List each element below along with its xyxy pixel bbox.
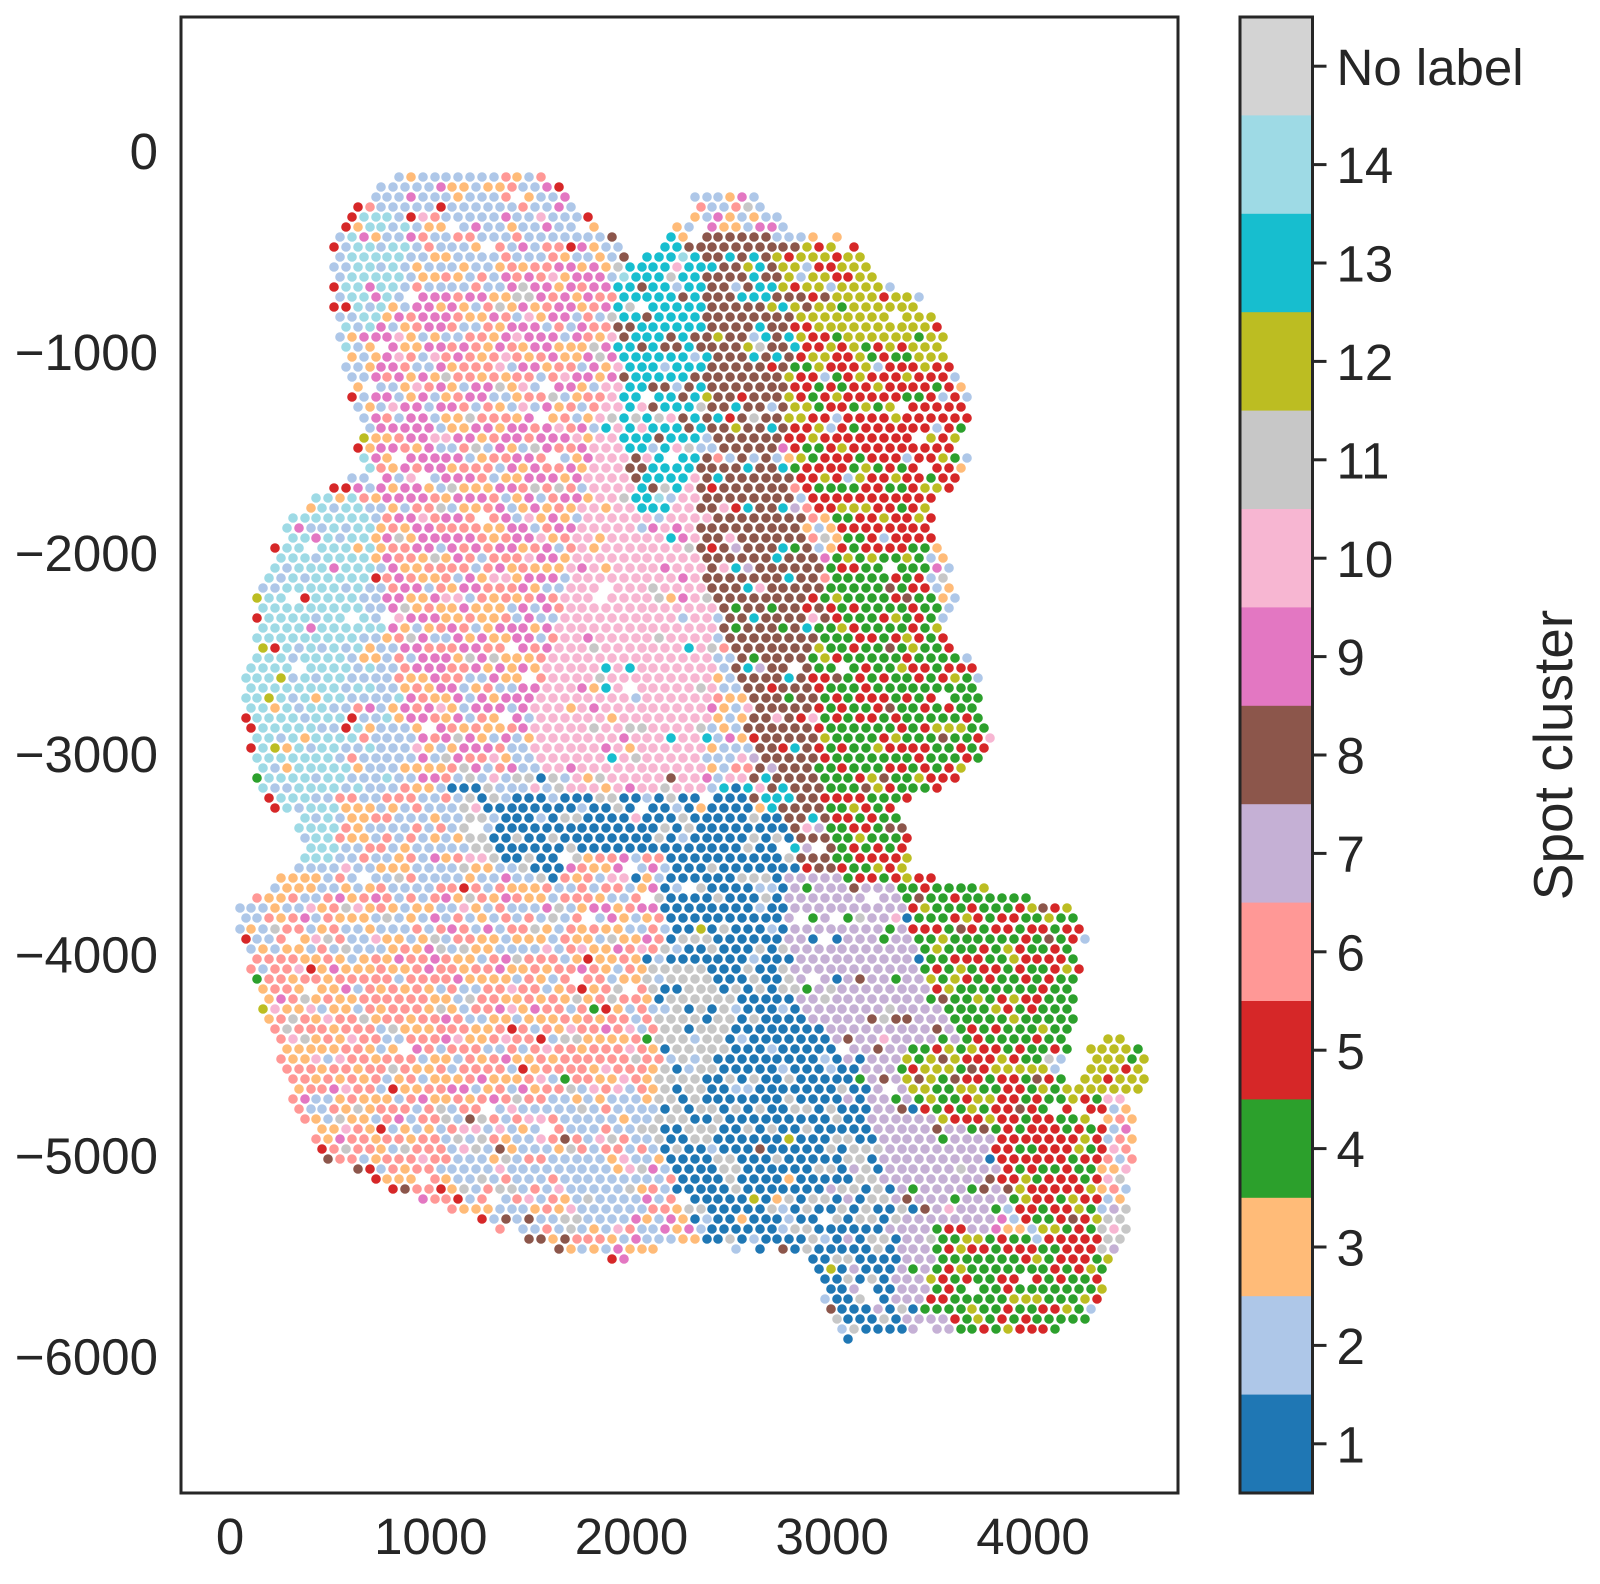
svg-text:4000: 4000 bbox=[976, 1508, 1089, 1565]
svg-text:No label: No label bbox=[1337, 39, 1524, 96]
svg-text:3: 3 bbox=[1337, 1220, 1365, 1277]
svg-text:9: 9 bbox=[1337, 629, 1365, 686]
svg-text:5: 5 bbox=[1337, 1023, 1365, 1080]
svg-text:8: 8 bbox=[1337, 728, 1365, 785]
svg-text:7: 7 bbox=[1337, 826, 1365, 883]
svg-text:1: 1 bbox=[1337, 1416, 1365, 1473]
svg-text:0: 0 bbox=[216, 1508, 244, 1565]
svg-text:4: 4 bbox=[1337, 1121, 1365, 1178]
svg-text:−5000: −5000 bbox=[15, 1128, 158, 1185]
svg-text:−1000: −1000 bbox=[15, 324, 158, 381]
svg-text:12: 12 bbox=[1337, 334, 1394, 391]
svg-text:1000: 1000 bbox=[374, 1508, 487, 1565]
svg-text:−4000: −4000 bbox=[15, 927, 158, 984]
svg-text:11: 11 bbox=[1337, 432, 1390, 489]
svg-text:3000: 3000 bbox=[775, 1508, 888, 1565]
svg-text:13: 13 bbox=[1337, 236, 1394, 293]
svg-text:−3000: −3000 bbox=[15, 726, 158, 783]
svg-text:2: 2 bbox=[1337, 1318, 1365, 1375]
svg-text:2000: 2000 bbox=[575, 1508, 688, 1565]
svg-text:14: 14 bbox=[1337, 137, 1394, 194]
svg-text:−6000: −6000 bbox=[15, 1328, 158, 1385]
svg-text:0: 0 bbox=[130, 123, 158, 180]
svg-text:6: 6 bbox=[1337, 924, 1365, 981]
svg-text:−2000: −2000 bbox=[15, 525, 158, 582]
svg-text:10: 10 bbox=[1337, 531, 1394, 588]
svg-text:Spot cluster: Spot cluster bbox=[1522, 610, 1584, 900]
